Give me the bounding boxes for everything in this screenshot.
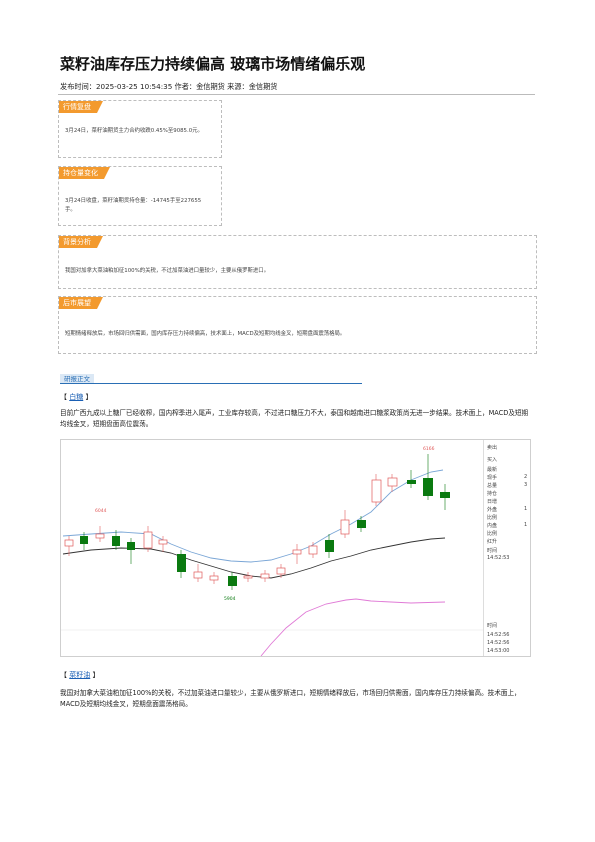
tag-position-change: 持仓量变化 xyxy=(59,167,110,179)
report-body-divider xyxy=(60,383,362,384)
rapeseed-paragraph: 我国对加拿大菜油粕加征100%的关税，不过加菜油进口量较少，主要从俄罗斯进口，短… xyxy=(60,689,521,708)
candle-up xyxy=(340,519,350,535)
rapeseed-oil-link[interactable]: 菜籽油 xyxy=(69,671,91,679)
sugar-paragraph: 目前广西九成以上糖厂已经收榨，国内榨季进入尾声，工业库存较高，不过进口糖压力不大… xyxy=(60,409,529,428)
side-label: 卖出 xyxy=(487,445,498,451)
side-label: 外盘 xyxy=(487,507,498,513)
candle-up xyxy=(209,575,219,581)
side-label: 总量 xyxy=(487,483,498,489)
candle-down xyxy=(325,540,334,552)
quote-side-panel: 卖出 买入 最新 现手 总量 持仓 日增 外盘 比例 内盘 比例 红升 时间 1… xyxy=(483,440,532,656)
title-divider xyxy=(58,94,535,95)
side-value: 3 xyxy=(524,482,528,488)
outlook-text: 短期情绪释放后，市场回归供需面，国内库存压力持续偏高，技术面上，MACD及短期均… xyxy=(65,331,346,337)
chart-svg: 6166 6044 5904 xyxy=(61,446,483,656)
label-left: 6044 xyxy=(95,508,107,514)
side-label: 时间 xyxy=(487,623,498,629)
candle-down xyxy=(423,478,433,496)
box-background: 背景分析 我国对加拿大菜油粕加征100%的关税，不过加菜油进口量较少，主要从俄罗… xyxy=(58,235,537,289)
candle-up xyxy=(371,479,382,503)
candle-down xyxy=(127,542,135,550)
side-label: 最新 xyxy=(487,467,498,473)
candle-up xyxy=(260,573,270,579)
side-value: 1 xyxy=(524,522,528,528)
side-value: 2 xyxy=(524,474,528,480)
candle-up xyxy=(64,539,74,547)
candle-down xyxy=(407,480,416,484)
candle-down xyxy=(440,492,450,498)
side-label: 时间 xyxy=(487,548,498,554)
box-outlook: 后市展望 短期情绪释放后，市场回归供需面，国内库存压力持续偏高，技术面上，MAC… xyxy=(58,296,537,354)
candle-down xyxy=(80,536,88,544)
side-label: 买入 xyxy=(487,457,498,463)
side-label: 比例 xyxy=(487,531,498,537)
candle-up xyxy=(308,545,318,555)
candle-up xyxy=(387,477,398,487)
publish-meta: 发布时间：2025-03-25 10:54:35 作者：金信期货 来源：金信期货 xyxy=(60,82,278,91)
candle-up xyxy=(158,539,168,545)
side-label: 14:52:56 xyxy=(487,632,510,638)
candle-down xyxy=(228,576,237,586)
side-label: 现手 xyxy=(487,475,498,481)
market-review-text: 3月24日，菜籽油期货主力合约收跌0.45%至9085.0元。 xyxy=(65,128,203,134)
side-label: 14:53:00 xyxy=(487,648,510,654)
sugar-link[interactable]: 白糖 xyxy=(69,393,84,401)
candle-up xyxy=(292,549,302,555)
side-label: 持仓 xyxy=(487,491,498,497)
moving-average-line xyxy=(62,537,446,579)
side-label: 内盘 xyxy=(487,523,498,529)
page-title: 菜籽油库存压力持续偏高 玻璃市场情绪偏乐观 xyxy=(60,55,366,73)
report-body-label: 研报正文 xyxy=(60,374,94,384)
side-label: 14:52:53 xyxy=(487,555,510,561)
box-position-change: 持仓量变化 3月24日收盘，菜籽油期货持仓量：-14745手至227655手。 xyxy=(58,166,222,226)
label-low: 5904 xyxy=(224,596,236,602)
label-high: 6166 xyxy=(423,446,435,452)
candle-up xyxy=(243,575,253,579)
section-sugar-heading: 【 白糖 】 xyxy=(60,393,93,401)
tag-market-review: 行情复盘 xyxy=(59,101,103,113)
side-value: 1 xyxy=(524,506,528,512)
candle-down xyxy=(357,520,366,528)
side-label: 14:52:56 xyxy=(487,640,510,646)
side-label: 日增 xyxy=(487,499,498,505)
candle-down xyxy=(112,536,120,546)
position-change-text: 3月24日收盘，菜籽油期货持仓量：-14745手至227655手。 xyxy=(65,198,202,213)
price-chart: 6166 6044 5904 卖出 买入 最新 现手 总量 持仓 日增 外盘 比… xyxy=(60,439,531,657)
side-label: 红升 xyxy=(487,539,498,545)
candle-up xyxy=(143,531,153,549)
candle-up xyxy=(95,533,105,539)
macd-line xyxy=(260,598,446,656)
tag-background: 背景分析 xyxy=(59,236,103,248)
candle-down xyxy=(177,554,186,572)
box-market-review: 行情复盘 3月24日，菜籽油期货主力合约收跌0.45%至9085.0元。 xyxy=(58,100,222,158)
tag-outlook: 后市展望 xyxy=(59,297,103,309)
candle-up xyxy=(193,571,203,579)
section-rapeseed-heading: 【 菜籽油 】 xyxy=(60,671,100,679)
candle-up xyxy=(276,567,286,575)
side-label: 比例 xyxy=(487,515,498,521)
background-text: 我国对加拿大菜油粕加征100%的关税，不过加菜油进口量较少，主要从俄罗斯进口。 xyxy=(65,268,270,274)
